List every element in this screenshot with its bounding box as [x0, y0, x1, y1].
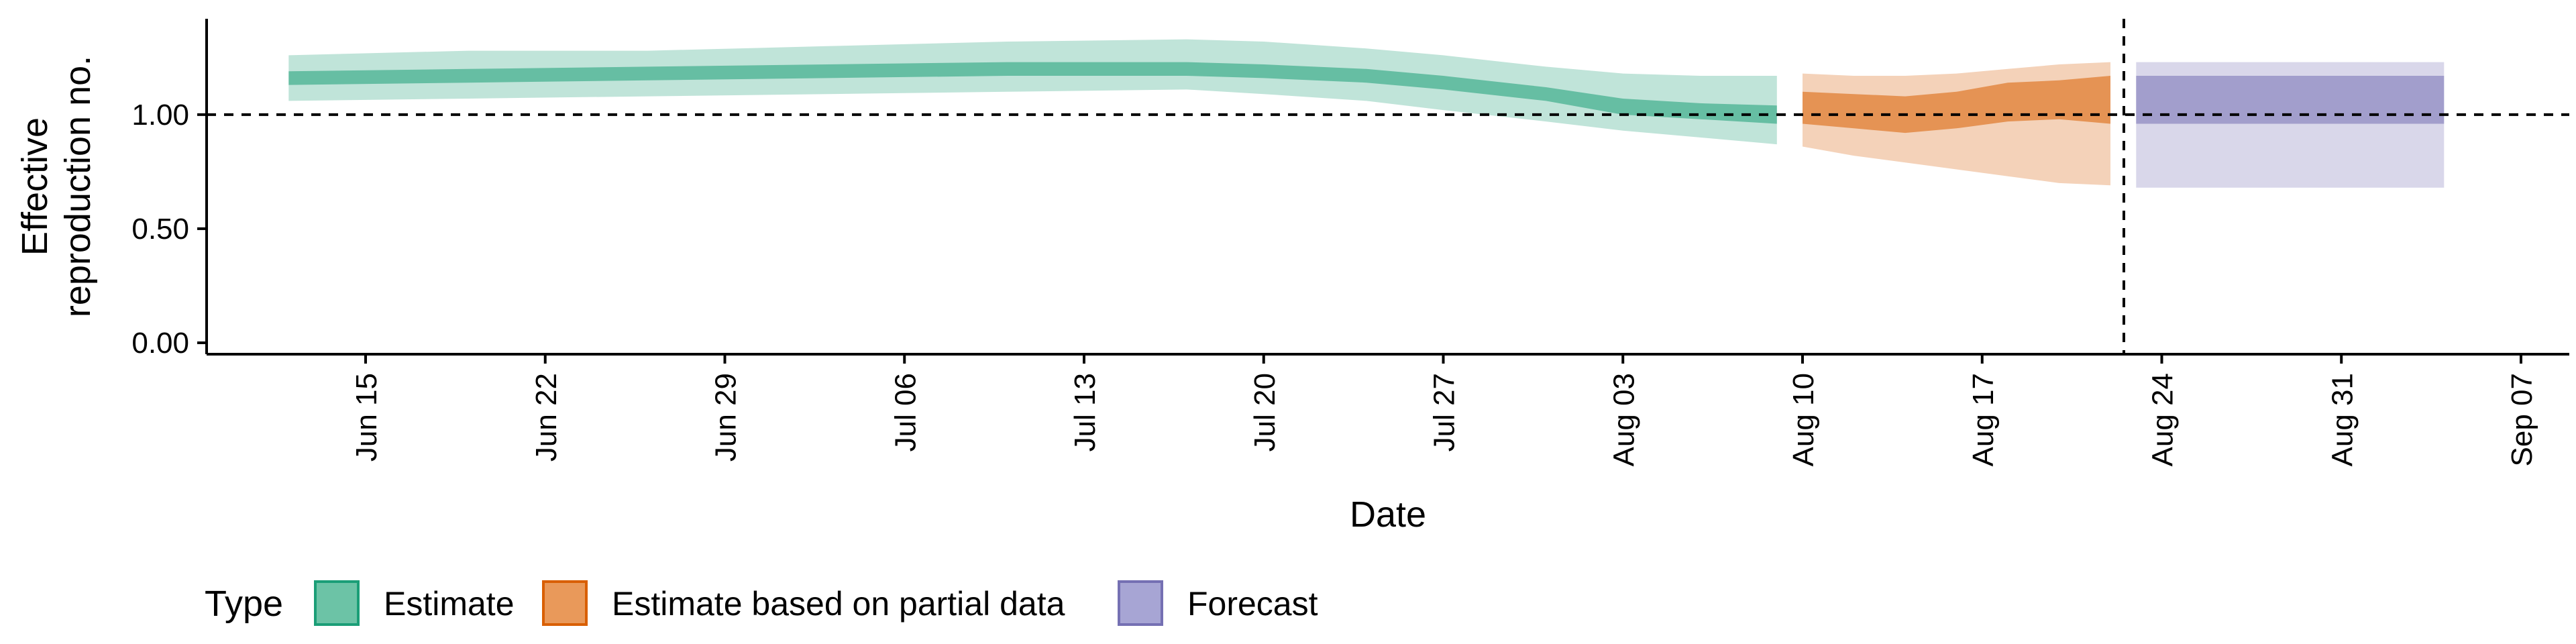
y-axis-title-line: reproduction no.: [58, 56, 98, 317]
reference-lines: [207, 19, 2569, 354]
forecast-band-50: [2136, 76, 2445, 124]
x-tick-label: Jul 27: [1428, 373, 1461, 451]
x-tick-label: Jun 29: [710, 373, 743, 462]
y-axis-title-line: Effective: [15, 117, 55, 256]
legend-title: Type: [205, 584, 283, 624]
estimate-band-90: [288, 39, 1777, 145]
legend: Type Estimate Estimate based on partial da…: [205, 580, 1318, 626]
y-axis-title: Effective reproduction no.: [15, 56, 98, 317]
y-tick-label: 0.50: [131, 213, 189, 246]
legend-key: [1118, 580, 1163, 626]
x-tick-label: Jun 15: [350, 373, 383, 462]
legend-key: [314, 580, 360, 626]
ticks: 0.00 0.50 1.00 Jun 15 Jun 22 Jun 29 Jul 06 Jul …: [131, 99, 2538, 467]
x-tick-label: Jun 22: [530, 373, 563, 462]
y-tick-label: 1.00: [131, 99, 189, 131]
x-tick-label: Aug 31: [2326, 373, 2359, 466]
estimate-band-50: [288, 62, 1777, 124]
legend-label: Estimate based on partial data: [612, 585, 1065, 623]
axes: [205, 19, 2569, 356]
x-tick-label: Sep 07: [2506, 373, 2538, 466]
estimate-based-on-partial-data-band-50: [1803, 76, 2110, 133]
x-tick-label: Jul 20: [1248, 373, 1281, 451]
x-tick-label: Jul 06: [889, 373, 922, 451]
legend-key: [542, 580, 588, 626]
x-tick-label: Aug 24: [2147, 373, 2180, 466]
legend-label: Forecast: [1187, 585, 1318, 623]
x-tick-label: Aug 17: [1967, 373, 2000, 466]
x-axis-title: Date: [1350, 494, 1426, 535]
y-tick-label: 0.00: [131, 327, 189, 360]
x-tick-label: Aug 10: [1787, 373, 1820, 466]
legend-label: Estimate: [384, 585, 515, 623]
x-tick-label: Aug 03: [1607, 373, 1640, 466]
x-tick-label: Jul 13: [1069, 373, 1102, 451]
chart-bands: [288, 39, 2445, 188]
